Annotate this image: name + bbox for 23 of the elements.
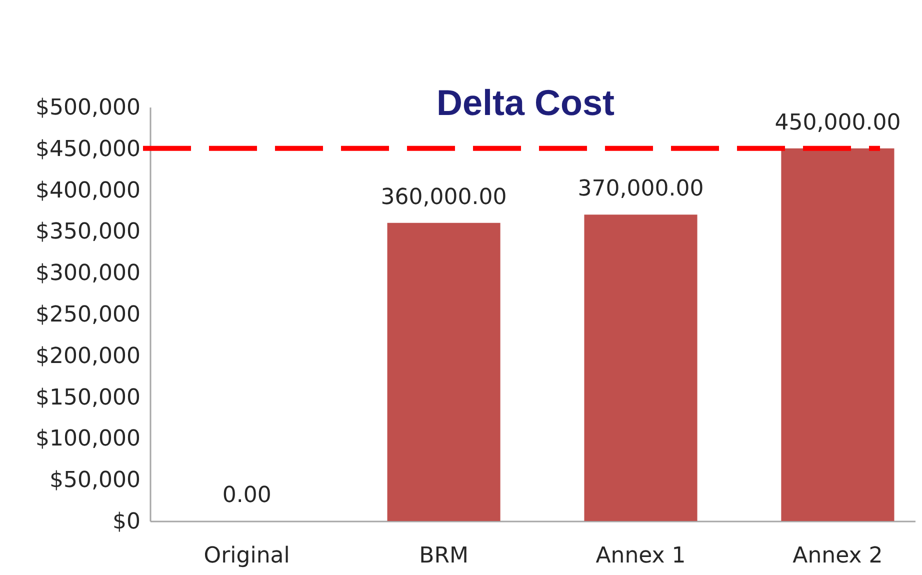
bar (387, 222, 500, 521)
y-tick-label: $500,000 (36, 96, 140, 120)
data-label: 0.00 (222, 483, 272, 508)
y-tick-label: $450,000 (36, 136, 140, 162)
y-tick-label: $300,000 (36, 261, 140, 286)
x-tick-label: Annex 1 (596, 544, 686, 568)
bar (584, 214, 698, 521)
y-tick-label: $250,000 (36, 302, 140, 328)
y-tick-label: $350,000 (36, 220, 140, 245)
y-tick-label: $100,000 (36, 426, 140, 452)
x-tick-label: Original (204, 544, 290, 568)
y-tick-label: $150,000 (36, 385, 140, 410)
data-label: 450,000.00 (774, 110, 901, 136)
data-label: 360,000.00 (380, 184, 507, 210)
x-tick-label: Annex 2 (792, 544, 883, 568)
y-tick-label: $0 (112, 510, 140, 534)
y-tick-label: $200,000 (36, 344, 140, 369)
chart-title: Delta Cost (436, 82, 615, 123)
x-tick-label: BRM (419, 544, 468, 568)
y-tick-label: $400,000 (36, 178, 140, 204)
y-tick-label: $50,000 (50, 468, 140, 494)
data-label: 370,000.00 (578, 176, 704, 202)
bar (781, 148, 894, 521)
